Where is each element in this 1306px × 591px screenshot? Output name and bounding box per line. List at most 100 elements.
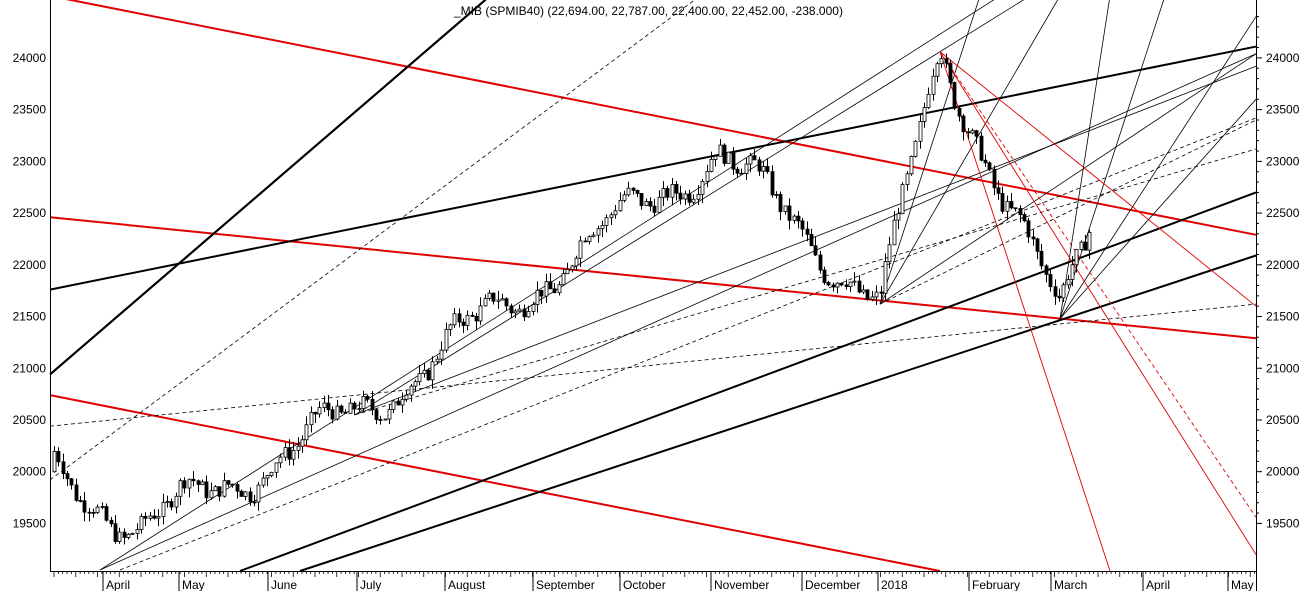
- candle-body: [100, 506, 105, 508]
- candle-body: [600, 225, 605, 230]
- candle-body: [465, 314, 470, 326]
- x-tick-label: August: [448, 578, 486, 591]
- candle-body: [291, 449, 296, 460]
- candle-body: [674, 184, 679, 194]
- candle-body: [461, 321, 466, 326]
- candle-body: [383, 418, 388, 421]
- candle-body: [300, 439, 305, 447]
- candle-body: [448, 324, 453, 330]
- candle-body: [274, 462, 279, 473]
- x-tick-label: July: [360, 578, 381, 591]
- y-tick-label-left: 21000: [13, 361, 47, 375]
- candle-body: [691, 198, 696, 203]
- candle-body: [109, 519, 114, 525]
- candle-body: [200, 481, 205, 485]
- y-tick-label-left: 24000: [13, 51, 47, 65]
- candle-body: [230, 483, 235, 486]
- x-tick-label: April: [106, 578, 130, 591]
- candle-body: [783, 205, 788, 213]
- candle-body: [557, 284, 562, 294]
- candle-body: [596, 228, 601, 236]
- y-tick-label-left: 19500: [13, 516, 47, 530]
- candle-body: [979, 135, 984, 161]
- candle-body: [126, 533, 131, 538]
- candle-body: [992, 168, 997, 189]
- y-tick-label-left: 20000: [13, 465, 47, 479]
- candle-body: [370, 398, 375, 411]
- candle-body: [683, 193, 688, 200]
- candle-body: [796, 215, 801, 222]
- candle-body: [56, 451, 61, 463]
- y-tick-label-left: 23000: [13, 154, 47, 168]
- candle-body: [444, 328, 449, 351]
- candle-body: [861, 289, 866, 293]
- candle-body: [243, 491, 248, 497]
- y-tick-label-left: 20500: [13, 413, 47, 427]
- candle-body: [426, 369, 431, 381]
- candle-body: [330, 409, 335, 420]
- candle-body: [104, 506, 109, 521]
- x-tick-label: May: [182, 578, 205, 591]
- black-upper-trend: [49, 45, 1257, 291]
- candle-body: [226, 480, 231, 485]
- candle-body: [452, 313, 457, 326]
- candle-body: [631, 187, 636, 191]
- candle-body: [430, 361, 435, 381]
- candle-body: [439, 349, 444, 360]
- y-tick-label-left: 23500: [13, 103, 47, 117]
- candle-body: [665, 188, 670, 198]
- y-tick-label-right: 21000: [1266, 361, 1300, 375]
- candle-body: [483, 297, 488, 307]
- candle-body: [513, 310, 518, 314]
- candle-body: [744, 163, 749, 174]
- candle-body: [522, 308, 527, 318]
- mar-fan-3: [1059, 16, 1257, 319]
- y-axis-left: 19500 20000 20500 21000 21500 22000 22500 23000…: [13, 51, 47, 530]
- candle-body: [265, 475, 270, 479]
- candle-body: [1031, 236, 1036, 240]
- candle-body: [687, 193, 692, 203]
- candle-body: [1044, 265, 1049, 275]
- y-tick-label-right: 19500: [1266, 516, 1300, 530]
- candle-body: [413, 381, 418, 387]
- candle-body: [374, 409, 379, 420]
- candle-body: [552, 288, 557, 294]
- candle-body: [757, 159, 762, 172]
- candle-body: [191, 478, 196, 482]
- candle-body: [670, 184, 675, 198]
- candle-body: [652, 205, 657, 213]
- candle-body: [913, 140, 918, 157]
- candle-body: [922, 107, 927, 122]
- candle-body: [457, 313, 462, 323]
- x-tick-label: June: [271, 578, 297, 591]
- candle-body: [957, 107, 962, 117]
- candle-body: [1026, 220, 1031, 238]
- candle-body: [235, 484, 240, 492]
- x-tick-label: March: [1054, 578, 1087, 591]
- candle-body: [357, 408, 362, 410]
- candle-body: [1083, 241, 1088, 251]
- candle-body: [822, 269, 827, 283]
- candle-body: [896, 213, 901, 221]
- fan-dashed-3: [49, 0, 696, 481]
- candle-body: [648, 201, 653, 207]
- candle-body: [1022, 214, 1027, 222]
- candle-body: [826, 282, 831, 286]
- candle-body: [296, 445, 301, 451]
- candle-body: [78, 500, 83, 502]
- candle-body: [1061, 284, 1066, 299]
- candle-body: [583, 240, 588, 243]
- candle-body: [1005, 201, 1010, 212]
- candle-body: [709, 159, 714, 172]
- candle-body: [213, 486, 218, 492]
- y-tick-label-right: 24000: [1266, 51, 1300, 65]
- candle-body: [256, 484, 261, 503]
- x-tick-label: November: [714, 578, 769, 591]
- candle-body: [805, 228, 810, 235]
- candle-body: [748, 155, 753, 165]
- candle-body: [261, 477, 266, 486]
- candle-body: [478, 305, 483, 322]
- candle-body: [770, 171, 775, 196]
- candle-body: [335, 405, 340, 420]
- candle-body: [870, 296, 875, 300]
